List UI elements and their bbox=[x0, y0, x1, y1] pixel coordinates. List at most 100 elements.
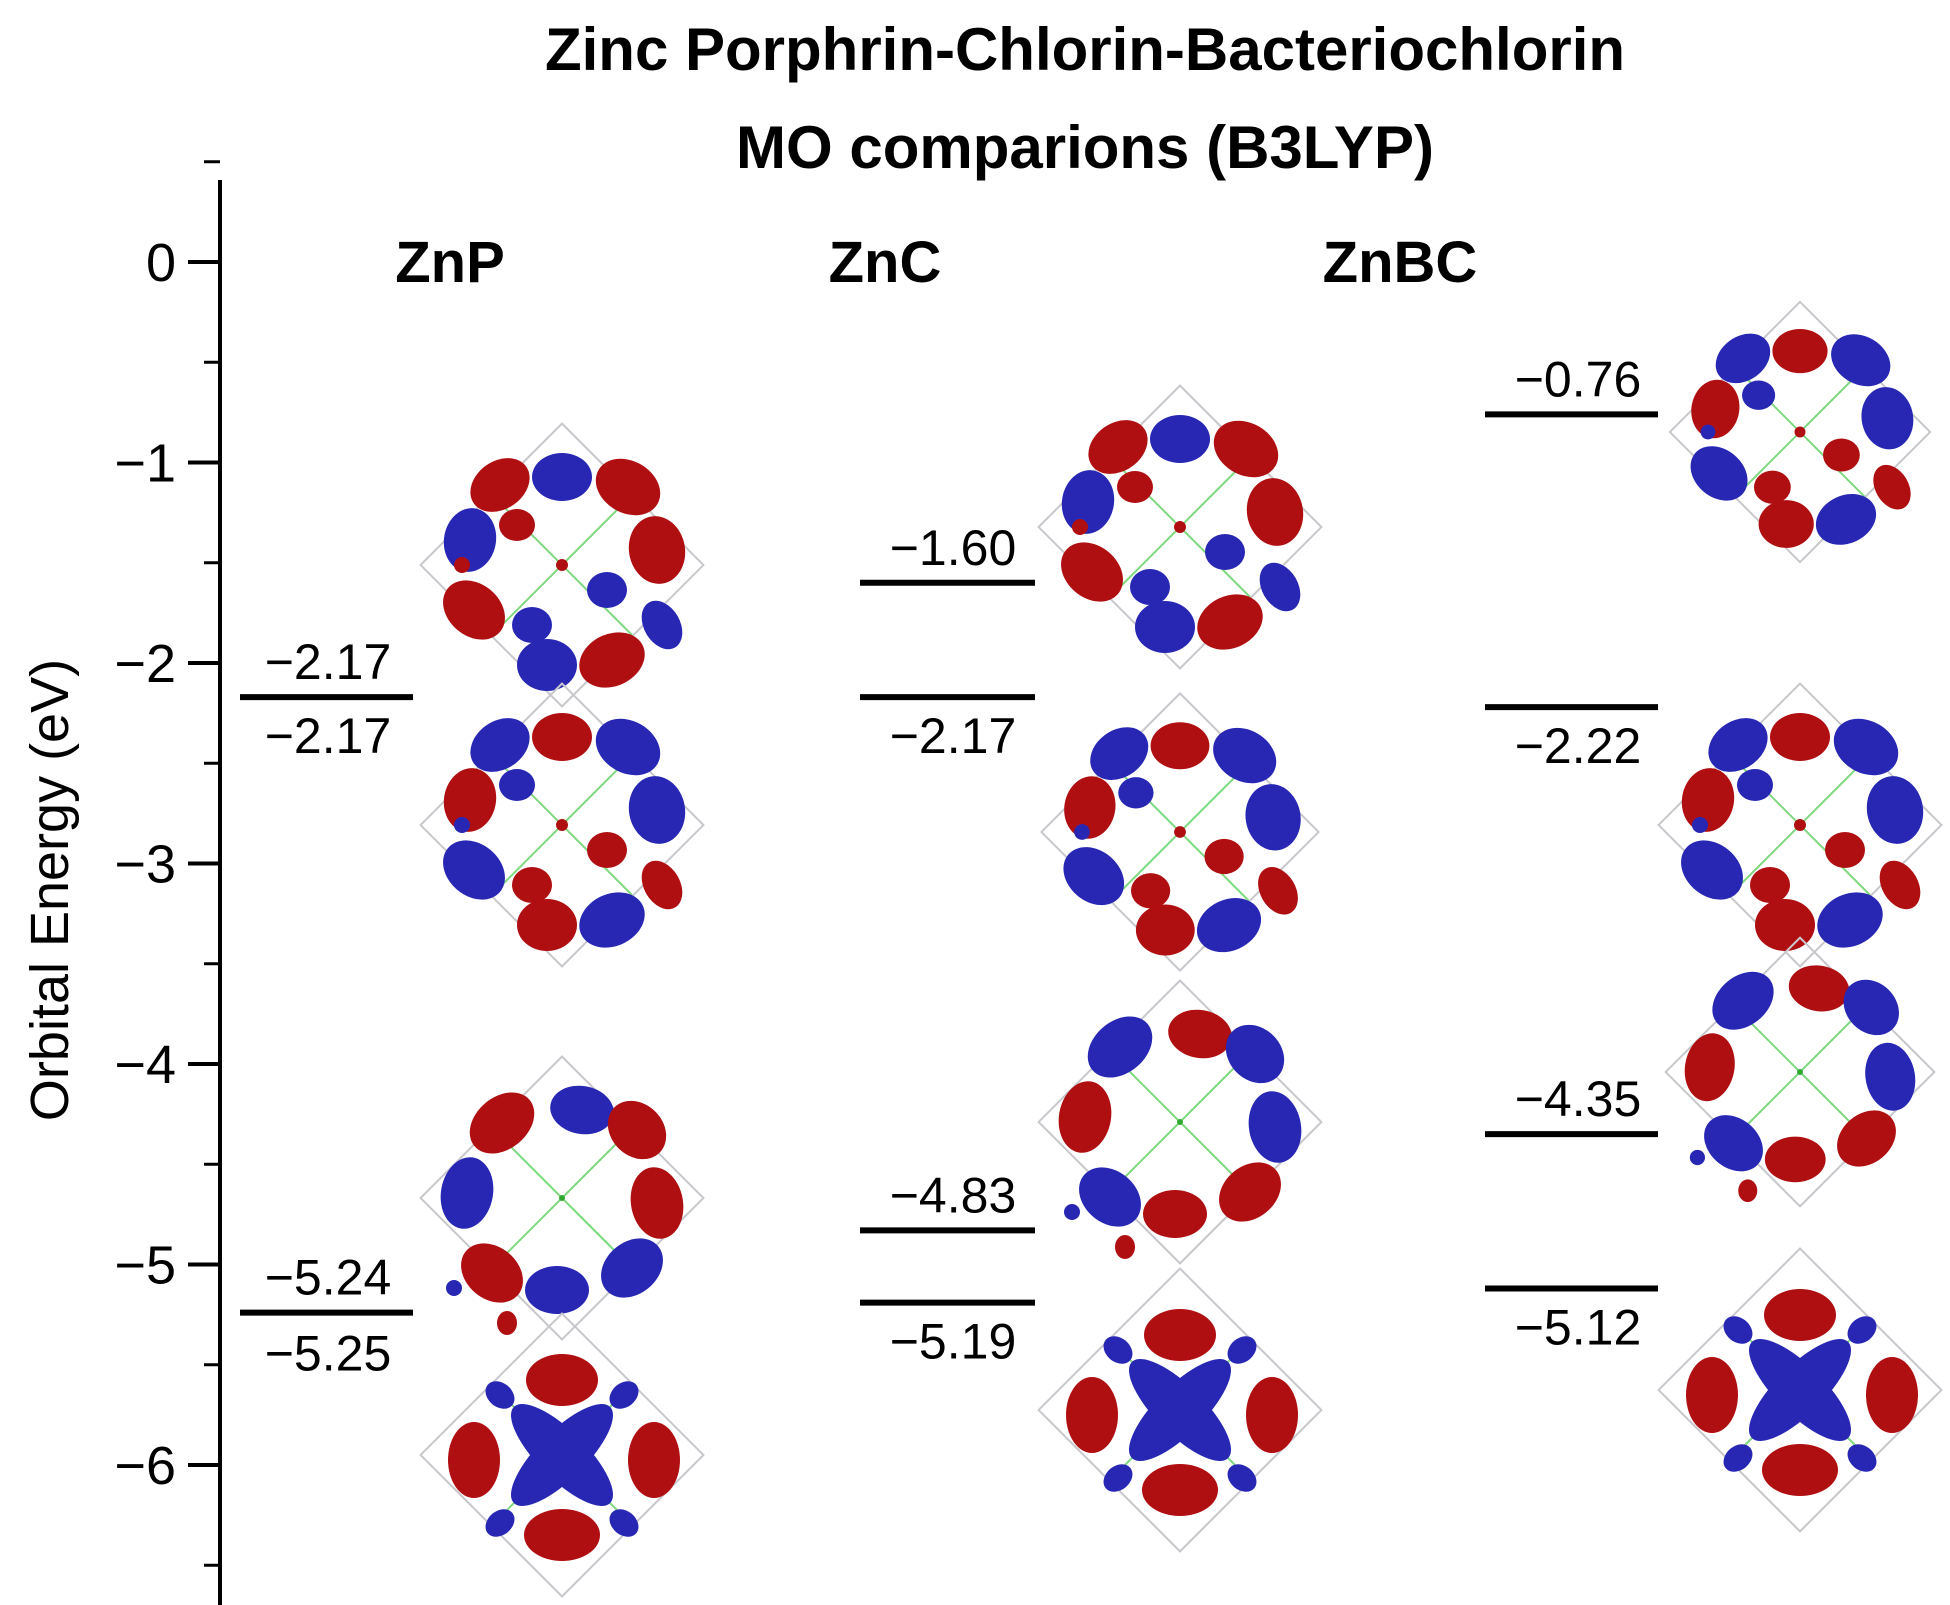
orbital-lobe bbox=[1738, 1179, 1758, 1203]
orbital-lobe bbox=[512, 867, 552, 903]
orbital-lobe bbox=[1847, 1316, 1877, 1344]
orbital-lobe bbox=[595, 718, 661, 776]
lumo-orbital-image bbox=[419, 682, 705, 968]
orbital-lobe bbox=[454, 817, 470, 833]
y-tick-label: −3 bbox=[114, 835, 176, 895]
orbital-lobe bbox=[1686, 1357, 1738, 1433]
orbital-lobe bbox=[524, 1509, 600, 1561]
orbital-lobe bbox=[517, 899, 577, 951]
zinc-atom bbox=[559, 1195, 565, 1201]
orbital-lobe bbox=[1063, 847, 1125, 906]
chart-title-line-2: MO comparions (B3LYP) bbox=[736, 114, 1434, 181]
orbital-lobe bbox=[443, 580, 505, 640]
orbital-lobe bbox=[1742, 380, 1776, 410]
orbital-lobe bbox=[517, 639, 577, 691]
y-tick-label: −6 bbox=[114, 1436, 176, 1496]
orbital-lobe bbox=[1213, 420, 1279, 478]
orbital-lobe bbox=[1143, 1190, 1207, 1238]
orbital-lobe bbox=[1245, 784, 1301, 851]
orbital-lobe bbox=[1258, 867, 1298, 915]
orbital-lobe bbox=[1772, 328, 1828, 374]
orbital-lobe bbox=[1219, 1162, 1281, 1222]
zinc-atom bbox=[1797, 1069, 1803, 1075]
orbital-lobe bbox=[1861, 387, 1914, 450]
orbital-lobe bbox=[443, 840, 505, 900]
orbital-lobe bbox=[1837, 1110, 1896, 1167]
orbital-lobe bbox=[550, 1085, 614, 1135]
orbital-lobe bbox=[470, 458, 530, 512]
orbital-lobe bbox=[579, 632, 645, 688]
orbital-lobe bbox=[609, 1509, 639, 1537]
orbital-lobe bbox=[587, 572, 627, 608]
homo-minus-one-orbital-image bbox=[1657, 1247, 1943, 1533]
orbital-lobe bbox=[1135, 904, 1195, 956]
orbital-lobe bbox=[1681, 768, 1735, 832]
energy-value-label: −2.17 bbox=[890, 708, 1017, 764]
orbital-lobe bbox=[446, 1280, 462, 1296]
orbital-lobe bbox=[628, 776, 686, 844]
orbital-lobe bbox=[1825, 832, 1865, 868]
orbital-lobe bbox=[1204, 838, 1244, 875]
orbital-lobe bbox=[1831, 334, 1891, 387]
energy-value-label: −4.83 bbox=[890, 1167, 1017, 1223]
orbital-lobe bbox=[461, 1243, 523, 1303]
orbital-lobe bbox=[1708, 718, 1768, 772]
orbital-lobe bbox=[1794, 819, 1806, 831]
orbital-lobe bbox=[1131, 873, 1171, 909]
orbital-lobe bbox=[499, 509, 535, 541]
lumo-orbital-image bbox=[1037, 384, 1323, 670]
orbital-lobe bbox=[641, 600, 683, 650]
orbital-lobe bbox=[1770, 1360, 1830, 1420]
orbital-lobe bbox=[499, 769, 535, 801]
orbital-lobe bbox=[1079, 1167, 1141, 1227]
y-tick-label: −1 bbox=[114, 434, 176, 494]
energy-value-label: −4.35 bbox=[1515, 1071, 1642, 1127]
energy-value-label: −2.22 bbox=[1515, 718, 1642, 774]
orbital-lobe bbox=[1762, 1444, 1838, 1496]
orbital-lobe bbox=[497, 1311, 517, 1335]
energy-value-label: −5.24 bbox=[265, 1250, 392, 1306]
orbital-lobe bbox=[1823, 438, 1860, 472]
orbital-lobe bbox=[1064, 776, 1116, 839]
orbital-lobe bbox=[601, 1238, 663, 1298]
orbital-lobe bbox=[512, 607, 552, 643]
orbital-lobe bbox=[1168, 1009, 1232, 1059]
orbital-lobe bbox=[1150, 415, 1210, 463]
orbital-lobe bbox=[532, 713, 592, 761]
orbital-lobe bbox=[1196, 898, 1262, 953]
orbital-lobe bbox=[1833, 718, 1899, 776]
orbital-lobe bbox=[1150, 722, 1210, 770]
orbital-lobe bbox=[443, 768, 497, 832]
orbital-lobe bbox=[1865, 1042, 1916, 1111]
chart-title-line-1: Zinc Porphrin-Chlorin-Bacteriochlorin bbox=[545, 16, 1625, 83]
homo-orbital-image bbox=[1037, 979, 1323, 1265]
homo-orbital-image bbox=[1664, 936, 1936, 1208]
y-tick-label: −4 bbox=[114, 1035, 176, 1095]
y-tick-label: 0 bbox=[146, 233, 176, 293]
homo-minus-one-orbital-image bbox=[1037, 1267, 1323, 1553]
orbital-lobe bbox=[454, 557, 470, 573]
energy-value-label: −0.76 bbox=[1515, 351, 1642, 407]
orbital-lobe bbox=[1691, 379, 1740, 439]
orbital-lobe bbox=[1197, 594, 1263, 650]
orbital-lobe bbox=[1130, 569, 1170, 605]
lumo-orbital-image bbox=[1657, 682, 1943, 968]
orbital-lobe bbox=[1087, 1016, 1153, 1078]
orbital-lobe bbox=[587, 832, 627, 868]
orbital-lobe bbox=[1723, 1316, 1753, 1344]
orbital-lobe bbox=[1259, 562, 1301, 612]
y-axis-label: Orbital Energy (eV) bbox=[20, 659, 80, 1121]
lumo-orbital-image bbox=[1039, 691, 1321, 973]
orbital-lobe bbox=[1794, 426, 1806, 438]
energy-value-label: −5.25 bbox=[265, 1326, 392, 1382]
orbital-lobe bbox=[630, 1167, 684, 1239]
orbital-lobe bbox=[1715, 333, 1771, 384]
energy-value-label: −5.12 bbox=[1515, 1300, 1642, 1356]
orbital-lobe bbox=[1205, 534, 1245, 570]
homo-orbital-image bbox=[419, 1055, 705, 1341]
orbital-lobe bbox=[1770, 713, 1830, 761]
orbital-lobe bbox=[1118, 777, 1154, 809]
orbital-lobe bbox=[1213, 727, 1277, 784]
orbital-lobe bbox=[532, 1425, 592, 1485]
orbital-lobe bbox=[440, 1157, 494, 1229]
